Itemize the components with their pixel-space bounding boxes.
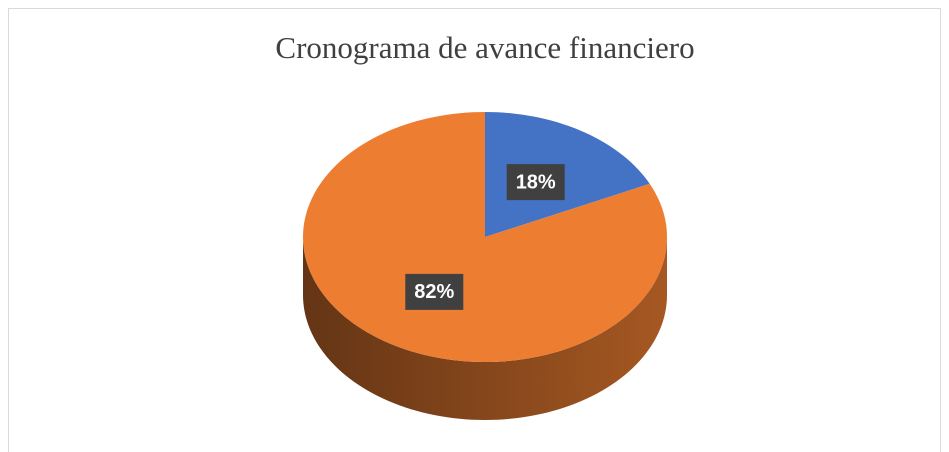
chart-title: Cronograma de avance financiero — [275, 30, 694, 65]
slice-side — [303, 237, 667, 420]
data-label-box — [405, 273, 464, 310]
slice — [485, 112, 650, 237]
data-label: 18% — [516, 171, 556, 193]
data-label-box — [506, 164, 565, 201]
data-label: 82% — [414, 281, 454, 303]
slice — [303, 112, 667, 362]
